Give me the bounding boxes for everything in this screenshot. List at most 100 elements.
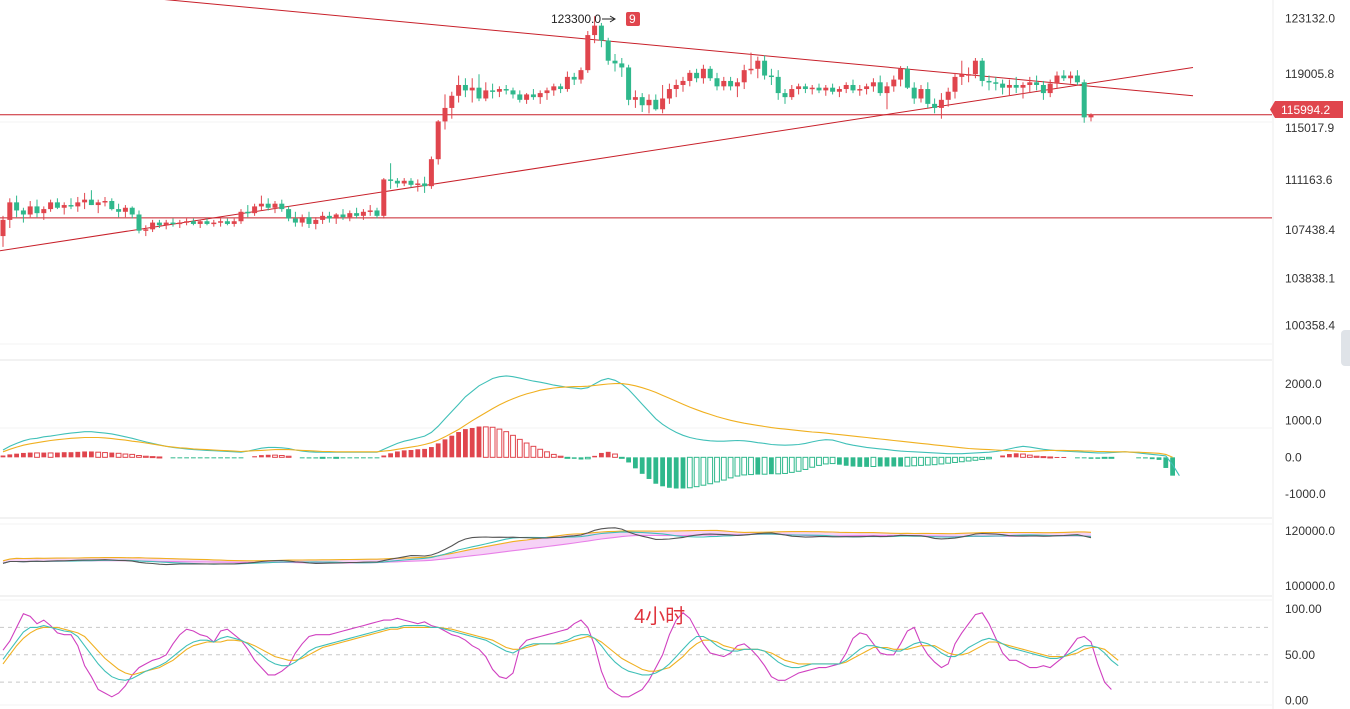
macd-histogram-bar xyxy=(1061,456,1067,458)
macd-histogram-bar xyxy=(1075,457,1080,459)
macd-histogram-bar xyxy=(272,454,278,458)
macd-histogram-bar xyxy=(218,457,223,459)
macd-histogram-bar xyxy=(646,457,652,479)
macd-histogram-bar xyxy=(1163,457,1169,468)
candle-body xyxy=(156,222,162,226)
candle-body xyxy=(238,211,244,222)
candle-body xyxy=(1061,75,1067,79)
macd-histogram-bar xyxy=(626,457,631,463)
candle-body xyxy=(476,87,482,99)
candle-body xyxy=(592,25,598,36)
macd-histogram-bar xyxy=(340,457,346,459)
macd-histogram-bar xyxy=(748,456,754,476)
macd-histogram-bar xyxy=(1000,455,1005,458)
candle-body xyxy=(109,201,115,210)
candle-body xyxy=(857,89,863,91)
macd-histogram-bar xyxy=(884,457,890,467)
macd-histogram-bar xyxy=(136,455,142,458)
macd-histogram-bar xyxy=(34,452,40,458)
macd-histogram-bar xyxy=(319,456,326,459)
candle-body xyxy=(959,74,965,77)
candle-body xyxy=(660,98,666,110)
candle-body xyxy=(48,202,54,210)
candle-body xyxy=(891,79,897,87)
candle-body xyxy=(986,80,992,83)
candle-body xyxy=(864,86,870,90)
macd-histogram-bar xyxy=(1095,457,1101,459)
macd-histogram-bar xyxy=(550,453,557,458)
macd-histogram-bar xyxy=(660,457,665,487)
kdj-panel xyxy=(0,612,1272,698)
candle-body xyxy=(1027,82,1033,85)
macd-histogram-bar xyxy=(1007,454,1012,458)
candle-body xyxy=(61,205,67,208)
candle-body xyxy=(734,82,740,87)
macd-histogram-bar xyxy=(109,452,115,458)
macd-histogram-bar xyxy=(55,452,60,458)
macd-histogram-bar xyxy=(564,456,571,459)
candle-body xyxy=(904,68,910,88)
y-tick-label: 2000.0 xyxy=(1285,377,1322,391)
macd-histogram-bar xyxy=(327,457,332,459)
chevron-left-icon[interactable] xyxy=(1341,330,1350,366)
candle-body xyxy=(714,78,720,87)
macd-histogram-bar xyxy=(381,455,387,458)
candle-body xyxy=(544,90,550,94)
candle-body xyxy=(415,183,421,185)
trend-line xyxy=(164,0,1194,97)
candle-body xyxy=(462,84,468,91)
macd-histogram-bar xyxy=(898,457,903,467)
macd-histogram-bar xyxy=(21,452,26,458)
macd-histogram-bar xyxy=(1170,457,1175,476)
macd-histogram-bar xyxy=(191,457,196,459)
candle-body xyxy=(503,89,509,91)
macd-histogram-bar xyxy=(449,435,455,458)
candle-body xyxy=(388,179,394,181)
candle-body xyxy=(1054,75,1060,84)
macd-histogram-bar xyxy=(584,456,591,460)
kdj-k-line xyxy=(2,625,1119,681)
macd-histogram-bar xyxy=(864,457,869,467)
candle-body xyxy=(428,159,434,187)
peak-marker: 9 xyxy=(629,12,636,26)
candle-body xyxy=(354,213,360,216)
macd-histogram-bar xyxy=(1101,456,1108,459)
candle-body xyxy=(190,221,196,224)
candle-body xyxy=(578,70,584,80)
candle-body xyxy=(728,80,734,87)
macd-histogram-bar xyxy=(259,455,264,458)
candle-body xyxy=(88,199,94,206)
macd-histogram-bar xyxy=(435,443,441,458)
macd-histogram-bar xyxy=(231,457,237,459)
macd-histogram-bar xyxy=(442,439,448,458)
macd-histogram-bar xyxy=(958,456,965,463)
y-axis: 123132.0 119005.8 115017.9 111163.6 107438.4… xyxy=(1285,11,1335,707)
candle-body xyxy=(707,68,713,79)
candle-body xyxy=(20,210,26,215)
macd-histogram-bar xyxy=(395,451,400,458)
macd-histogram-bar xyxy=(891,457,897,467)
macd-histogram-bar xyxy=(802,456,809,470)
candle-body xyxy=(34,206,40,214)
macd-histogram-bar xyxy=(618,456,625,459)
macd-histogram-bar xyxy=(633,457,638,469)
macd-histogram-bar xyxy=(347,457,353,459)
candle-body xyxy=(163,222,169,226)
y-tick-label: 0.0 xyxy=(1285,450,1302,464)
candle-body xyxy=(231,221,237,224)
candle-body xyxy=(313,219,319,224)
candle-body xyxy=(768,75,774,78)
y-tick-label: 119005.8 xyxy=(1285,67,1334,81)
macd-histogram-bar xyxy=(530,445,537,458)
macd-histogram-bar xyxy=(822,456,829,465)
y-tick-label: 100.00 xyxy=(1285,602,1322,616)
trend-line xyxy=(0,66,1194,252)
candle-body xyxy=(496,89,502,92)
macd-histogram-bar xyxy=(238,457,244,459)
macd-histogram-bar xyxy=(482,426,489,458)
candle-body xyxy=(816,87,822,91)
macd-histogram-bar xyxy=(41,452,47,458)
candle-body xyxy=(326,215,332,219)
macd-histogram-bar xyxy=(816,456,822,466)
